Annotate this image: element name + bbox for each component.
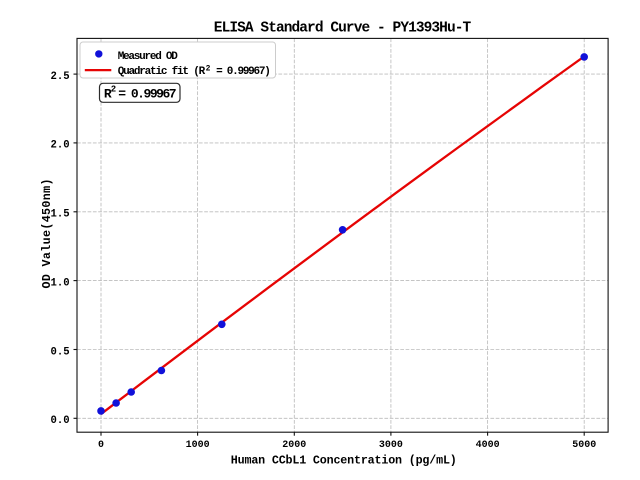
- svg-text:Quadratic fit (R: Quadratic fit (R: [118, 66, 206, 78]
- svg-text:R: R: [104, 87, 112, 102]
- svg-text:1.5: 1.5: [51, 209, 70, 221]
- svg-text:0: 0: [98, 440, 104, 451]
- svg-text:0.0: 0.0: [51, 415, 70, 427]
- svg-text:1.0: 1.0: [51, 277, 70, 289]
- svg-text:2: 2: [111, 84, 116, 94]
- svg-text:= 0.99967): = 0.99967): [216, 66, 271, 78]
- svg-text:2000: 2000: [282, 440, 306, 451]
- svg-text:3000: 3000: [379, 440, 403, 451]
- svg-text:2.5: 2.5: [51, 71, 70, 83]
- svg-text:0.5: 0.5: [51, 346, 70, 358]
- svg-text:OD Value(450nm): OD Value(450nm): [40, 179, 54, 289]
- svg-text:4000: 4000: [476, 440, 500, 451]
- svg-text:= 0.99967: = 0.99967: [118, 87, 176, 102]
- svg-text:Measured OD: Measured OD: [118, 51, 179, 63]
- svg-text:1000: 1000: [186, 440, 210, 451]
- svg-text:2: 2: [206, 64, 211, 73]
- svg-text:5000: 5000: [572, 440, 596, 451]
- svg-text:ELISA Standard Curve - PY1393H: ELISA Standard Curve - PY1393Hu-T: [214, 20, 472, 36]
- svg-text:2.0: 2.0: [51, 140, 70, 152]
- svg-text:Human CCbL1 Concentration (pg/: Human CCbL1 Concentration (pg/mL): [231, 453, 457, 467]
